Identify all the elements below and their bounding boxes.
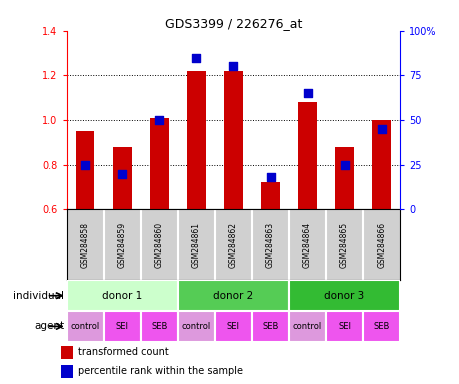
Point [340, 162, 347, 168]
Text: GSM284863: GSM284863 [265, 222, 274, 268]
Text: donor 2: donor 2 [213, 291, 253, 301]
Bar [140, 311, 178, 342]
Point [81, 162, 89, 168]
Text: control: control [70, 322, 100, 331]
Bar [67, 311, 104, 342]
Bar [61, 365, 73, 378]
Text: control: control [181, 322, 211, 331]
Bar [61, 346, 73, 359]
Text: GSM284865: GSM284865 [339, 222, 348, 268]
Text: individual: individual [13, 291, 64, 301]
Point [266, 174, 274, 180]
Point [230, 63, 237, 70]
Bar [288, 280, 399, 311]
Bar [104, 311, 140, 342]
Bar [113, 147, 131, 209]
Text: GSM284858: GSM284858 [80, 222, 90, 268]
Bar [67, 280, 178, 311]
Text: GSM284864: GSM284864 [302, 222, 311, 268]
Text: GSM284862: GSM284862 [229, 222, 237, 268]
Point [118, 170, 126, 177]
Bar [335, 147, 353, 209]
Text: control: control [292, 322, 321, 331]
Text: SEI: SEI [337, 322, 350, 331]
Bar [178, 311, 214, 342]
Bar [214, 311, 252, 342]
Bar [297, 102, 316, 209]
Bar [178, 280, 288, 311]
Text: GSM284861: GSM284861 [191, 222, 201, 268]
Text: GSM284859: GSM284859 [118, 222, 127, 268]
Point [155, 117, 162, 123]
Text: donor 1: donor 1 [102, 291, 142, 301]
Text: SEI: SEI [226, 322, 240, 331]
Text: GSM284866: GSM284866 [376, 222, 386, 268]
Bar [362, 311, 399, 342]
Bar [288, 311, 325, 342]
Point [377, 126, 385, 132]
Text: percentile rank within the sample: percentile rank within the sample [78, 366, 242, 376]
Point [192, 55, 200, 61]
Bar [325, 311, 362, 342]
Text: SEB: SEB [373, 322, 389, 331]
Bar [261, 182, 279, 209]
Title: GDS3399 / 226276_at: GDS3399 / 226276_at [164, 17, 302, 30]
Bar [76, 131, 94, 209]
Text: SEI: SEI [116, 322, 129, 331]
Bar [372, 120, 390, 209]
Text: agent: agent [34, 321, 64, 331]
Text: transformed count: transformed count [78, 347, 168, 357]
Text: donor 3: donor 3 [324, 291, 364, 301]
Bar [150, 118, 168, 209]
Text: SEB: SEB [151, 322, 167, 331]
Bar [187, 71, 205, 209]
Bar [252, 311, 288, 342]
Bar [224, 71, 242, 209]
Text: GSM284860: GSM284860 [155, 222, 163, 268]
Point [303, 90, 311, 96]
Text: SEB: SEB [262, 322, 278, 331]
